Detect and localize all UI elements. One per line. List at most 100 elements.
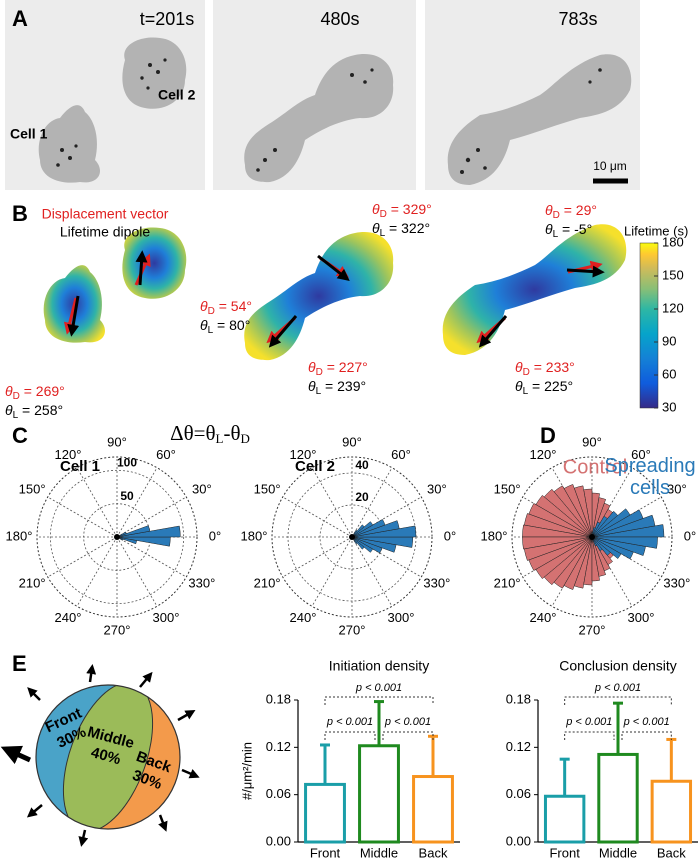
bar bbox=[652, 781, 690, 842]
x-tick-label: Middle bbox=[599, 845, 637, 858]
x-tick-label: Back bbox=[419, 845, 448, 858]
spoke bbox=[48, 537, 117, 577]
legend-entry: Spreading cells bbox=[600, 455, 700, 499]
chart-title: Initiation density bbox=[329, 658, 429, 674]
theta-tick-label: 90° bbox=[107, 434, 127, 449]
formula: Δθ=θL-θD bbox=[170, 421, 250, 446]
radial-tick-label: 20 bbox=[355, 490, 369, 504]
theta-tick-label: 330° bbox=[423, 575, 450, 590]
theta-tick-label: 300° bbox=[388, 610, 415, 625]
x-tick-label: Front bbox=[310, 845, 341, 858]
angle-subscript: D bbox=[208, 306, 215, 317]
angle-label: θL = 80° bbox=[200, 317, 250, 336]
significance-label: p < 0.001 bbox=[384, 716, 431, 728]
theta-tick-label: 0° bbox=[444, 528, 456, 543]
theta-tick-label: 270° bbox=[104, 622, 131, 637]
significance-bracket bbox=[325, 732, 375, 740]
theta-tick-label: 330° bbox=[663, 575, 690, 590]
polar-title: Cell 2 bbox=[295, 458, 335, 475]
significance-label: p < 0.001 bbox=[355, 682, 402, 694]
theta-tick-label: 180° bbox=[481, 528, 508, 543]
angle-label: θL = 258° bbox=[5, 402, 63, 421]
angle-label: θD = 233° bbox=[515, 359, 575, 378]
formula-part: Δθ=θ bbox=[170, 421, 215, 445]
bar bbox=[414, 777, 453, 842]
theta-tick-label: 240° bbox=[290, 610, 317, 625]
spoke bbox=[312, 468, 352, 537]
angle-value: = 258° bbox=[18, 402, 63, 418]
y-axis-label: #/μm²/min bbox=[239, 742, 254, 800]
angle-label: θL = 239° bbox=[308, 378, 366, 397]
theta-tick-label: 60° bbox=[391, 447, 411, 462]
significance-bracket bbox=[622, 732, 671, 740]
colorbar-tick-label: 30 bbox=[662, 399, 676, 414]
angle-subscript: D bbox=[380, 209, 387, 220]
spoke bbox=[117, 537, 157, 606]
bar bbox=[599, 754, 637, 842]
angle-label: θD = 54° bbox=[200, 298, 252, 317]
theta-tick-label: 210° bbox=[494, 575, 521, 590]
theta-tick-label: 30° bbox=[192, 481, 212, 496]
y-tick-label: 0.12 bbox=[506, 739, 531, 754]
colorbar-tick-label: 60 bbox=[662, 366, 676, 381]
panel-label: C bbox=[12, 423, 28, 448]
angle-value: = -5° bbox=[558, 221, 592, 237]
legend-entry: Lifetime dipole bbox=[60, 224, 150, 240]
spoke bbox=[77, 468, 117, 537]
colorbar-tick-label: 180 bbox=[662, 234, 684, 249]
colorbar-tick-label: 150 bbox=[662, 267, 684, 282]
theta-tick-label: 0° bbox=[209, 528, 221, 543]
panel-label: A bbox=[12, 6, 28, 31]
panel-label: B bbox=[12, 201, 28, 226]
y-tick-label: 0.18 bbox=[266, 691, 291, 706]
radial-tick-label: 40 bbox=[355, 458, 369, 472]
spoke bbox=[283, 497, 352, 537]
theta-tick-label: 30° bbox=[427, 481, 447, 496]
y-tick-label: 0.06 bbox=[506, 786, 531, 801]
bar bbox=[545, 796, 583, 842]
theta-tick-label: 120° bbox=[530, 447, 557, 462]
colorbar-tick-label: 120 bbox=[662, 300, 684, 315]
formula-subscript: D bbox=[241, 431, 250, 446]
theta-tick-label: 240° bbox=[55, 610, 82, 625]
angle-value: = 329° bbox=[387, 201, 432, 217]
y-tick-label: 0.12 bbox=[266, 739, 291, 754]
x-tick-label: Back bbox=[657, 845, 686, 858]
angle-subscript: D bbox=[553, 210, 560, 221]
formula-part: -θ bbox=[223, 421, 240, 445]
theta-tick-label: 270° bbox=[339, 622, 366, 637]
cell-label: Cell 1 bbox=[10, 126, 48, 142]
y-tick-label: 0.18 bbox=[506, 691, 531, 706]
spoke bbox=[283, 537, 352, 577]
significance-label: p < 0.001 bbox=[326, 716, 373, 728]
angle-value: = 225° bbox=[528, 378, 573, 394]
time-label: 783s bbox=[558, 9, 597, 29]
theta-tick-label: 180° bbox=[241, 528, 268, 543]
legend-entry: Displacement vector bbox=[42, 206, 169, 222]
cell-label: Cell 2 bbox=[158, 87, 196, 103]
radial-tick-label: 50 bbox=[120, 489, 134, 503]
bar bbox=[360, 746, 399, 842]
panel-label: E bbox=[12, 651, 27, 676]
theta-tick-label: 180° bbox=[6, 528, 33, 543]
angle-label: θL = 225° bbox=[515, 378, 573, 397]
polar-center bbox=[114, 534, 120, 540]
angle-label: θL = 322° bbox=[372, 220, 430, 239]
significance-bracket bbox=[383, 732, 433, 740]
theta-tick-label: 150° bbox=[494, 481, 521, 496]
significance-label: p < 0.001 bbox=[623, 716, 670, 728]
angle-value: = 239° bbox=[321, 378, 366, 394]
theta-tick-label: 90° bbox=[342, 434, 362, 449]
polar-center bbox=[589, 534, 595, 540]
theta-tick-label: 150° bbox=[254, 481, 281, 496]
angle-value: = 269° bbox=[20, 383, 65, 399]
angle-label: θD = 227° bbox=[308, 359, 368, 378]
angle-subscript: D bbox=[523, 367, 530, 378]
theta-tick-label: 90° bbox=[582, 434, 602, 449]
spoke bbox=[312, 537, 352, 606]
y-tick-label: 0.00 bbox=[506, 833, 531, 848]
angle-value: = 322° bbox=[385, 220, 430, 236]
theta-tick-label: 150° bbox=[19, 481, 46, 496]
